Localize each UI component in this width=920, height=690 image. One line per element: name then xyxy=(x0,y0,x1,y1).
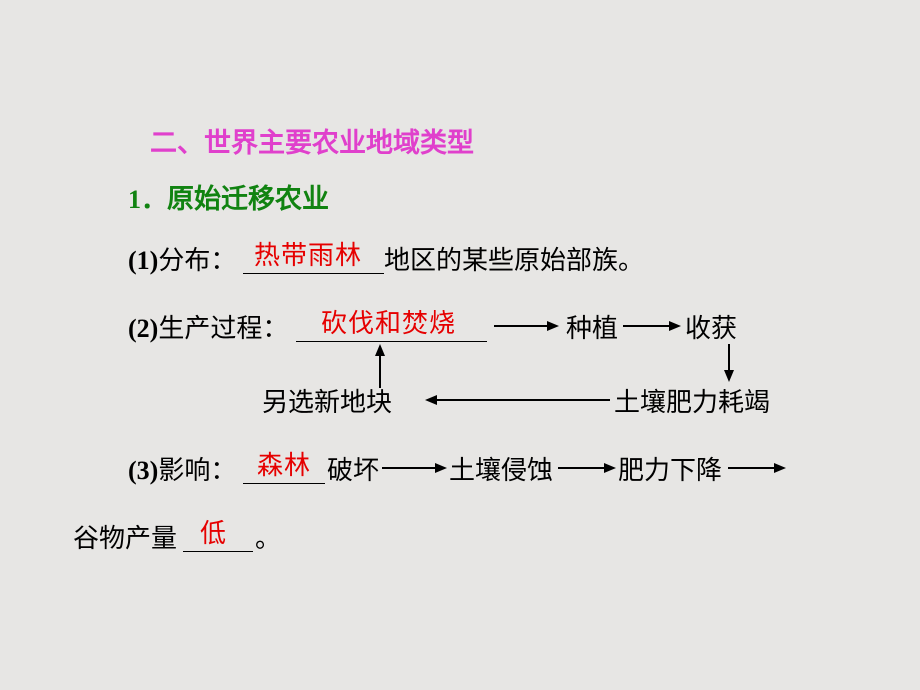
arrow-trailing xyxy=(728,463,786,473)
line3-blank2-answer: 低 xyxy=(200,521,228,547)
arrow-to-decline xyxy=(558,463,616,473)
line3-step2: 肥力下降 xyxy=(618,458,722,484)
line2-loop1: 另选新地块 xyxy=(262,390,392,416)
arrow-to-plant xyxy=(494,321,559,331)
subtitle-row: 1．原始迁移农业 xyxy=(128,186,329,213)
line3-part2-prefix: 谷物产量 xyxy=(73,526,177,552)
arrow-up-to-burn xyxy=(373,344,387,388)
line3-prefix: 影响： xyxy=(158,456,236,485)
line2-underline xyxy=(296,341,487,342)
arrow-left-to-newland xyxy=(425,395,610,405)
line1-suffix: 地区的某些原始部族。 xyxy=(384,248,644,274)
line2-step2: 收获 xyxy=(685,316,737,342)
line3-underline-2 xyxy=(183,551,253,552)
slide-page: 二、世界主要农业地域类型 1．原始迁移农业 (1)分布： 热带雨林 地区的某些原… xyxy=(0,0,920,690)
line2-blank-answer: 砍伐和焚烧 xyxy=(321,311,456,337)
line3-end: 。 xyxy=(255,526,281,552)
line3-blank-answer: 森林 xyxy=(257,453,311,479)
line2-prefix: 生产过程： xyxy=(158,314,288,343)
line2-num: (2) xyxy=(128,314,158,343)
subtitle-number: 1． xyxy=(128,185,167,214)
line3-label: (3)影响： xyxy=(128,458,236,484)
section-title: 二、世界主要农业地域类型 xyxy=(150,130,474,157)
line1-num: (1) xyxy=(128,246,158,275)
line2-loop2: 土壤肥力耗竭 xyxy=(614,390,770,416)
arrow-to-harvest xyxy=(623,321,681,331)
line1-prefix: 分布： xyxy=(158,246,236,275)
subtitle-text: 原始迁移农业 xyxy=(167,184,329,214)
line3-num: (3) xyxy=(128,456,158,485)
line2-label: (2)生产过程： xyxy=(128,316,288,342)
line3-step1: 土壤侵蚀 xyxy=(449,458,553,484)
line1-label: (1)分布： xyxy=(128,248,236,274)
line2-step1: 种植 xyxy=(566,316,618,342)
arrow-down-to-exhaust xyxy=(722,344,736,382)
arrow-to-erosion xyxy=(382,463,447,473)
line1-underline xyxy=(243,273,384,274)
line1-blank-answer: 热带雨林 xyxy=(254,243,362,269)
line3-underline-1 xyxy=(243,483,325,484)
line3-mid: 破坏 xyxy=(327,458,379,484)
